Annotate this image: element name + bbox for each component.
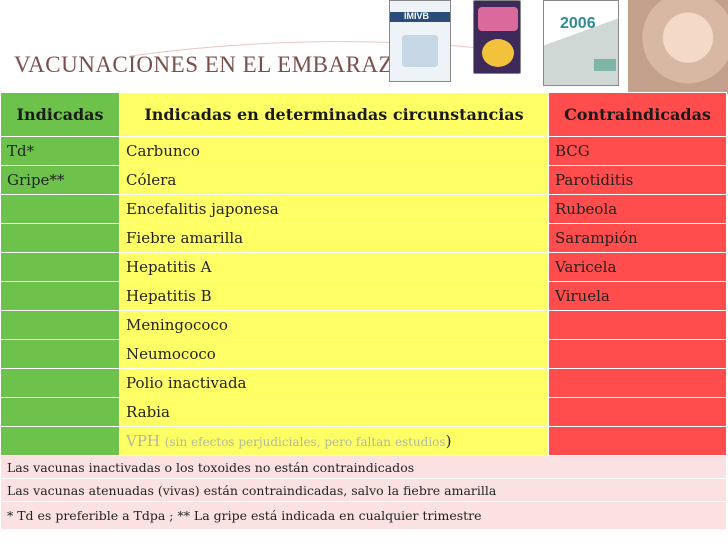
- cell-circunstancias: Fiebre amarilla: [119, 223, 549, 253]
- cell-indicadas: [0, 339, 120, 369]
- page-title: VACUNACIONES EN EL EMBARAZO: [14, 52, 411, 77]
- note-atenuadas: Las vacunas atenuadas (vivas) están cont…: [0, 478, 727, 502]
- vph-close-paren: ): [445, 432, 452, 450]
- table-row: Encefalitis japonesa Rubeola: [0, 194, 727, 224]
- cell-contraindicadas: [548, 397, 727, 427]
- header-contraindicadas: Contraindicadas: [548, 92, 727, 137]
- table-row: Meningococo: [0, 310, 727, 340]
- cell-contraindicadas: Viruela: [548, 281, 727, 311]
- mother-baby-photo: [628, 0, 728, 94]
- cell-indicadas: [0, 368, 120, 398]
- header-circunstancias: Indicadas en determinadas circunstancias: [119, 92, 549, 137]
- booklet-cover-image: IMIVB: [389, 0, 451, 82]
- note-row: * Td es preferible a Tdpa ; ** La gripe …: [0, 501, 727, 530]
- note-row: Las vacunas inactivadas o los toxoides n…: [0, 455, 727, 479]
- table-row: Fiebre amarilla Sarampión: [0, 223, 727, 253]
- cell-indicadas: [0, 223, 120, 253]
- pediatria-year: 2006: [560, 15, 596, 32]
- cell-contraindicadas: Rubeola: [548, 194, 727, 224]
- cell-circunstancias: Cólera: [119, 165, 549, 195]
- cell-contraindicadas: [548, 426, 727, 456]
- cell-circunstancias: Hepatitis A: [119, 252, 549, 282]
- table-row: Polio inactivada: [0, 368, 727, 398]
- cell-indicadas: [0, 252, 120, 282]
- table-row: Rabia: [0, 397, 727, 427]
- cell-contraindicadas: Parotiditis: [548, 165, 727, 195]
- cell-vph: VPH (sin efectos perjudiciales, pero fal…: [119, 426, 549, 456]
- table-row: Neumococo: [0, 339, 727, 369]
- table-row-vph: VPH (sin efectos perjudiciales, pero fal…: [0, 426, 727, 456]
- table-row: Hepatitis A Varicela: [0, 252, 727, 282]
- cell-indicadas: [0, 310, 120, 340]
- cell-indicadas: Td*: [0, 136, 120, 166]
- table-row: Gripe** Cólera Parotiditis: [0, 165, 727, 195]
- table-row: Hepatitis B Viruela: [0, 281, 727, 311]
- cell-circunstancias: Rabia: [119, 397, 549, 427]
- cell-circunstancias: Carbunco: [119, 136, 549, 166]
- note-footnotes: * Td es preferible a Tdpa ; ** La gripe …: [0, 501, 727, 530]
- cartoon-cover-image: [473, 0, 521, 74]
- cell-contraindicadas: Sarampión: [548, 223, 727, 253]
- cell-indicadas: Gripe**: [0, 165, 120, 195]
- cell-contraindicadas: [548, 310, 727, 340]
- cell-circunstancias: Neumococo: [119, 339, 549, 369]
- pediatria-cover-image: 2006: [543, 0, 619, 86]
- cell-indicadas: [0, 426, 120, 456]
- header-indicadas: Indicadas: [0, 92, 120, 137]
- cell-circunstancias: Polio inactivada: [119, 368, 549, 398]
- cell-contraindicadas: BCG: [548, 136, 727, 166]
- cell-circunstancias: Encefalitis japonesa: [119, 194, 549, 224]
- booklet-title: IMIVB: [404, 11, 430, 21]
- cell-indicadas: [0, 281, 120, 311]
- cell-contraindicadas: Varicela: [548, 252, 727, 282]
- cell-circunstancias: Hepatitis B: [119, 281, 549, 311]
- cell-contraindicadas: [548, 368, 727, 398]
- note-inactivadas: Las vacunas inactivadas o los toxoides n…: [0, 455, 727, 479]
- note-row: Las vacunas atenuadas (vivas) están cont…: [0, 478, 727, 502]
- vaccination-table: Indicadas Indicadas en determinadas circ…: [0, 92, 727, 530]
- vph-note: (sin efectos perjudiciales, pero faltan …: [164, 435, 446, 449]
- cell-circunstancias: Meningococo: [119, 310, 549, 340]
- cell-contraindicadas: [548, 339, 727, 369]
- table-header-row: Indicadas Indicadas en determinadas circ…: [0, 92, 727, 137]
- cell-indicadas: [0, 397, 120, 427]
- table-row: Td* Carbunco BCG: [0, 136, 727, 166]
- vph-label: VPH: [126, 432, 161, 450]
- cell-indicadas: [0, 194, 120, 224]
